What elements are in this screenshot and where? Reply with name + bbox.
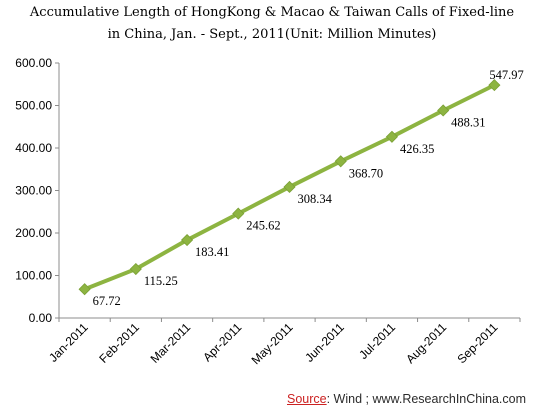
data-label: 547.97: [489, 68, 523, 82]
data-label: 115.25: [144, 274, 178, 288]
data-label: 183.41: [195, 245, 229, 259]
data-label: 368.70: [349, 166, 383, 180]
y-tick-label: 300.00: [15, 184, 52, 198]
data-label: 308.34: [298, 192, 333, 206]
chart-title: Accumulative Length of HongKong & Macao …: [0, 2, 544, 46]
y-tick-label: 500.00: [15, 99, 52, 113]
source-note: Source: Wind ; www.ResearchInChina.com: [287, 392, 526, 406]
data-point: [437, 104, 450, 117]
x-tick-label: Jul-2011: [356, 320, 398, 362]
data-point: [334, 155, 347, 168]
source-text: : Wind ; www.ResearchInChina.com: [326, 392, 526, 406]
x-tick-label: Jan-2011: [46, 320, 91, 365]
data-label: 488.31: [451, 115, 485, 129]
data-label: 245.62: [246, 219, 280, 233]
data-point: [180, 233, 194, 247]
x-tick-label: Sep-2011: [454, 320, 500, 366]
source-label[interactable]: Source: [287, 392, 327, 406]
data-label: 426.35: [400, 142, 434, 156]
chart-title-line-2: in China, Jan. - Sept., 2011(Unit: Milli…: [107, 27, 437, 42]
data-point: [232, 207, 245, 220]
data-point: [283, 180, 296, 194]
data-point: [129, 262, 142, 276]
data-point: [78, 283, 91, 296]
x-tick-label: May-2011: [249, 320, 296, 367]
x-tick-label: Jun-2011: [302, 320, 347, 365]
x-tick-label: Apr-2011: [200, 320, 244, 364]
y-tick-label: 200.00: [15, 226, 52, 240]
x-tick-label: Aug-2011: [403, 320, 449, 366]
x-tick-label: Mar-2011: [148, 320, 194, 366]
y-tick-label: 0.00: [29, 311, 53, 325]
data-point: [385, 130, 399, 143]
x-tick-label: Feb-2011: [96, 320, 142, 366]
y-tick-label: 100.00: [15, 269, 52, 283]
data-label: 67.72: [93, 294, 121, 308]
y-tick-label: 600.00: [15, 56, 52, 70]
chart-title-line-1: Accumulative Length of HongKong & Macao …: [29, 5, 515, 20]
y-tick-label: 400.00: [15, 141, 52, 155]
data-point: [488, 79, 501, 92]
